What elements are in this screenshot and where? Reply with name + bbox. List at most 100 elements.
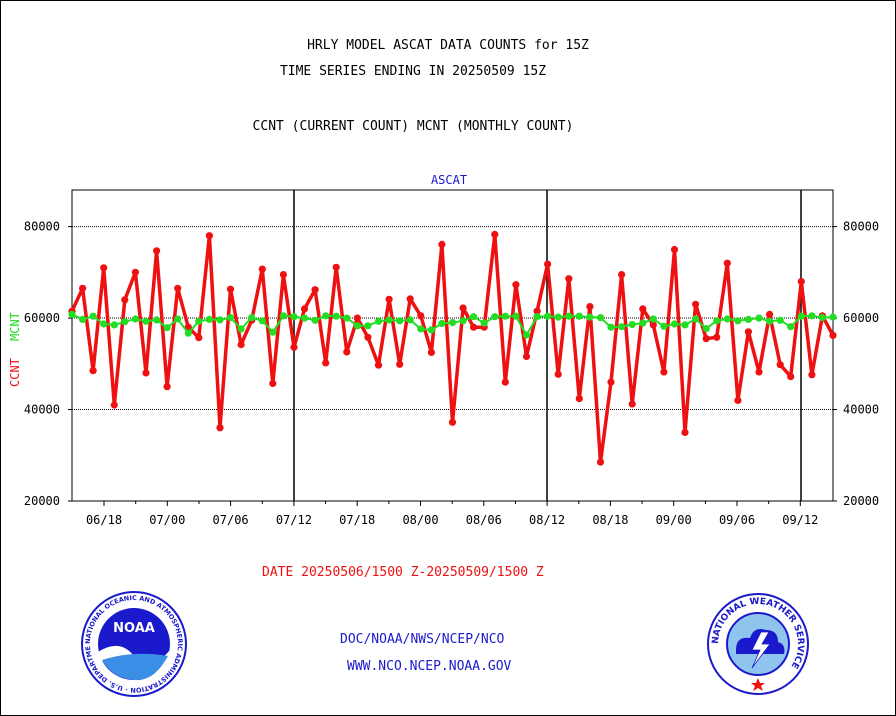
mcnt-point (734, 317, 742, 325)
ccnt-point (131, 268, 139, 276)
noaa-logo-icon: NATIONAL OCEANIC AND ATMOSPHERIC ADMINIS… (80, 590, 187, 697)
y-axis-right: 20000 40000 60000 80000 (833, 220, 879, 508)
ccnt-point (787, 373, 795, 381)
y-tick-label-right: 60000 (843, 311, 879, 325)
mcnt-point (100, 320, 108, 328)
y-tick-label-left: 80000 (24, 220, 60, 234)
ccnt-point (300, 305, 309, 313)
mcnt-series (68, 310, 837, 339)
ccnt-point (364, 333, 372, 341)
mcnt-point (448, 319, 457, 327)
mcnt-point (808, 312, 816, 320)
x-tick-label: 07/06 (213, 513, 249, 527)
mcnt-point (628, 320, 636, 329)
mcnt-point (216, 316, 224, 324)
ccnt-point (279, 271, 287, 279)
y-tick-label-left: 20000 (24, 494, 60, 508)
ccnt-point (100, 264, 108, 272)
mcnt-point (755, 314, 763, 322)
ccnt-point (216, 424, 224, 432)
ccnt-point (512, 281, 520, 289)
mcnt-point (290, 313, 298, 321)
mcnt-point (343, 314, 351, 322)
mcnt-point (649, 315, 657, 323)
mcnt-point (237, 325, 245, 333)
x-axis: 06/18 07/00 07/06 07/12 07/18 08/00 08/06 08/12… (86, 501, 818, 527)
y-axis-left: 20000 40000 60000 80000 (24, 220, 72, 508)
mcnt-point (575, 312, 583, 320)
ccnt-point (396, 360, 404, 368)
mcnt-point (522, 331, 531, 339)
mcnt-point (68, 310, 76, 318)
nws-logo-icon: NATIONAL WEATHER SERVICE (707, 593, 809, 695)
mcnt-point (586, 313, 594, 321)
x-tick-label: 06/18 (86, 513, 122, 527)
x-tick-label: 08/18 (592, 513, 628, 527)
mcnt-point (491, 313, 499, 321)
x-tick-label: 09/12 (782, 513, 818, 527)
mcnt-point (121, 318, 129, 326)
ccnt-point (649, 321, 657, 329)
mcnt-point (353, 322, 361, 330)
chart-title-line-2: TIME SERIES ENDING IN 20250509 15Z (279, 64, 547, 79)
mcnt-point (670, 320, 679, 328)
x-tick-label: 07/12 (276, 513, 312, 527)
ccnt-line (70, 232, 835, 464)
ccnt-point (448, 418, 457, 426)
series-layer (68, 230, 837, 466)
ccnt-point (797, 277, 805, 286)
mcnt-point (607, 323, 615, 331)
plot-border (71, 189, 834, 502)
mcnt-point (681, 321, 689, 329)
mcnt-point (279, 312, 287, 320)
mcnt-point (533, 313, 541, 321)
mcnt-point (396, 317, 404, 325)
ccnt-point (618, 271, 626, 279)
ccnt-point (79, 284, 87, 292)
mcnt-point (258, 317, 266, 325)
x-tick-label: 07/00 (149, 513, 185, 527)
ccnt-point (406, 295, 414, 303)
ccnt-point (639, 305, 647, 313)
ccnt-point (544, 260, 552, 268)
y-label-mcnt: MCNT (8, 312, 22, 341)
ccnt-point (660, 368, 668, 376)
mcnt-point (459, 317, 467, 325)
mcnt-point (332, 312, 340, 320)
mcnt-point (470, 313, 478, 321)
x-tick-label: 08/00 (402, 513, 438, 527)
ccnt-point (385, 295, 393, 303)
org-label: DOC/NOAA/NWS/NCEP/NCO (340, 632, 505, 647)
ccnt-series (68, 230, 837, 466)
ccnt-point (174, 284, 182, 292)
ccnt-point (596, 458, 605, 466)
mcnt-point (787, 323, 795, 331)
ccnt-point (681, 428, 689, 436)
mcnt-point (713, 317, 721, 325)
website-link[interactable]: WWW.NCO.NCEP.NOAA.GOV (347, 659, 512, 674)
ccnt-point (427, 348, 435, 356)
ccnt-point (237, 341, 245, 349)
ccnt-point (670, 245, 679, 254)
ccnt-point (533, 307, 541, 315)
mcnt-point (554, 313, 562, 321)
mcnt-point (195, 317, 203, 325)
plot-title: ASCAT (431, 173, 467, 187)
ccnt-point (311, 286, 319, 294)
mcnt-point (322, 312, 330, 320)
mcnt-point (364, 322, 372, 330)
ccnt-point (628, 400, 636, 408)
y-tick-label-left: 60000 (24, 311, 60, 325)
ccnt-point (290, 343, 298, 351)
ccnt-point (575, 395, 583, 403)
ccnt-point (374, 361, 383, 369)
mcnt-point (226, 314, 235, 322)
y-tick-label-left: 40000 (24, 403, 60, 417)
mcnt-point (438, 319, 446, 328)
ccnt-point (459, 304, 467, 312)
ccnt-point (153, 247, 161, 255)
ccnt-point (258, 265, 266, 273)
chart-title-line-1: HRLY MODEL ASCAT DATA COUNTS for 15Z (307, 38, 589, 53)
mcnt-point (565, 312, 573, 320)
ccnt-point (755, 368, 763, 376)
